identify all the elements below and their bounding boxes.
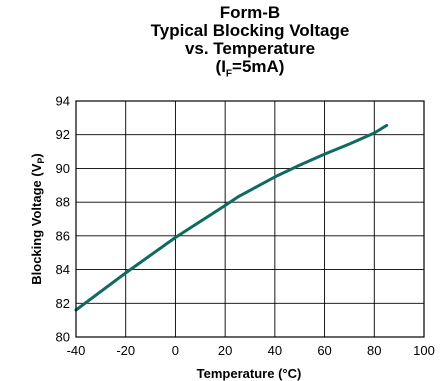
y-tick-label: 94: [56, 94, 70, 109]
title-line-4-prefix: (I: [215, 57, 226, 76]
title-line-1: Form-B: [219, 3, 281, 22]
grid-lines: [75, 100, 425, 338]
chart-title: Form-B Typical Blocking Voltage vs. Temp…: [75, 4, 425, 83]
x-tick-label: 0: [172, 343, 179, 358]
x-tick-label: 60: [317, 343, 331, 358]
title-line-4-suffix: =5mA): [232, 57, 285, 76]
y-tick-label: 82: [56, 296, 70, 311]
x-tick-label: -20: [116, 343, 135, 358]
plot-frame: [75, 100, 425, 338]
x-tick-label: -40: [67, 343, 86, 358]
y-axis-title-prefix: Blocking Voltage (V: [29, 163, 44, 284]
tick-labels: -40 -20 0 20 40 60 80 100 80 82 84 86 88 90 92 94: [56, 94, 435, 359]
y-tick-label: 90: [56, 161, 70, 176]
y-tick-label: 84: [56, 262, 70, 277]
x-tick-label: 100: [413, 343, 435, 358]
y-axis-title-suffix: ): [29, 153, 44, 157]
title-line-4: (IF=5mA): [75, 58, 425, 83]
y-axis-title-subscript: P: [36, 158, 46, 164]
x-tick-label: 20: [218, 343, 232, 358]
x-tick-label: 40: [268, 343, 282, 358]
y-tick-label: 88: [56, 195, 70, 210]
title-line-3: vs. Temperature: [184, 39, 316, 58]
y-axis-title: Blocking Voltage (VP): [29, 153, 46, 284]
title-line-2: Typical Blocking Voltage: [150, 21, 350, 40]
y-tick-label: 86: [56, 228, 70, 243]
x-axis-title: Temperature (°C): [197, 366, 302, 381]
x-tick-label: 80: [367, 343, 381, 358]
y-tick-label: 80: [56, 330, 70, 345]
y-tick-label: 92: [56, 127, 70, 142]
series-line: [74, 123, 389, 312]
title-line-4-subscript: F: [225, 68, 233, 80]
